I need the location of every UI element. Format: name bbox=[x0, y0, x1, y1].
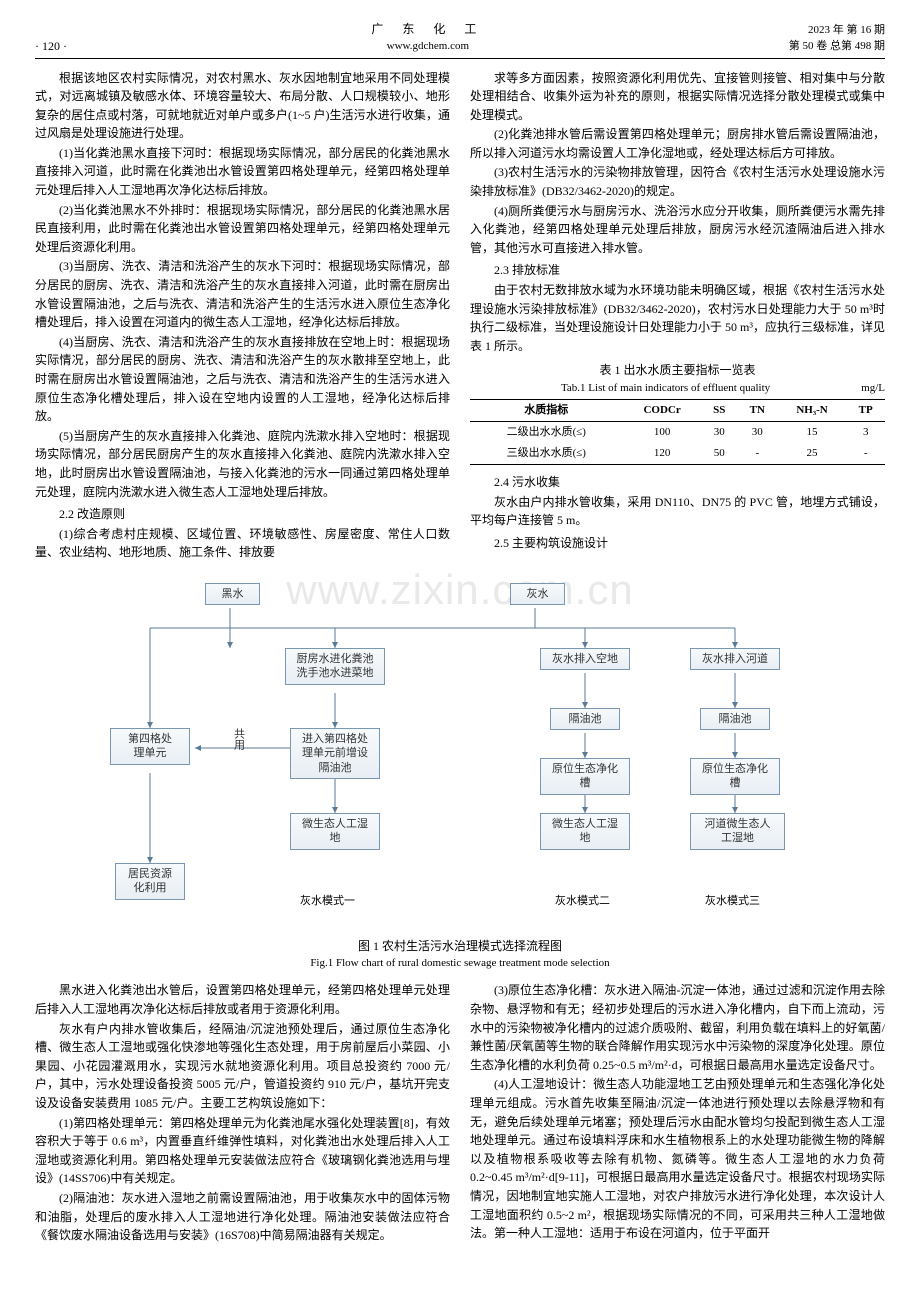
top-columns: 根据该地区农村实际情况，对农村黑水、灰水因地制宜地采用不同处理模式，对远离城镇及… bbox=[35, 69, 885, 563]
table-caption-en: Tab.1 List of main indicators of effluen… bbox=[470, 380, 861, 397]
table-header: TP bbox=[846, 400, 885, 422]
journal-block: 广 东 化 工 www.gdchem.com bbox=[67, 20, 789, 55]
section-title: 2.2 改造原则 bbox=[35, 505, 450, 524]
body-text: (2)隔油池：灰水进入湿地之前需设置隔油池，用于收集灰水中的固体污物和油脂，处理… bbox=[35, 1189, 450, 1245]
effluent-table: 水质指标 CODCr SS TN NH₃-N TP 二级出水水质(≤) 100 … bbox=[470, 399, 885, 465]
figure-1: www.zixin.com.cn bbox=[35, 573, 885, 972]
bottom-columns: 黑水进入化粪池出水管后，设置第四格处理单元，经第四格处理单元处理后排入人工湿地再… bbox=[35, 981, 885, 1245]
body-text: (4)厕所粪便污水与厨房污水、洗浴污水应分开收集，厕所粪便污水需先排入化粪池，经… bbox=[470, 202, 885, 258]
node-ash-open: 灰水排入空地 bbox=[540, 648, 630, 670]
label-mode-3: 灰水模式三 bbox=[705, 893, 760, 910]
table-caption: 表 1 出水水质主要指标一览表 bbox=[470, 361, 885, 380]
page-header: · 120 · 广 东 化 工 www.gdchem.com 2023 年 第 … bbox=[35, 20, 885, 59]
body-text: (5)当厨房产生的灰水直接排入化粪池、庭院内洗漱水排入空地时：根据现场实际情况，… bbox=[35, 427, 450, 501]
label-mode-1: 灰水模式一 bbox=[300, 893, 355, 910]
node-oil-tank-2: 隔油池 bbox=[700, 708, 770, 730]
body-text: (3)当厨房、洗衣、清洁和洗浴产生的灰水下河时：根据现场实际情况，部分居民的厨房… bbox=[35, 257, 450, 331]
node-river-micro: 河道微生态人 工湿地 bbox=[690, 813, 785, 850]
journal-name: 广 东 化 工 bbox=[67, 20, 789, 38]
table-header: CODCr bbox=[623, 400, 702, 422]
section-title: 2.4 污水收集 bbox=[470, 473, 885, 492]
node-kitchen-septic: 厨房水进化粪池 洗手池水进菜地 bbox=[285, 648, 385, 685]
flowchart-canvas: www.zixin.com.cn bbox=[35, 573, 885, 933]
node-insitu-2: 原位生态净化 槽 bbox=[690, 758, 780, 795]
table-header: NH₃-N bbox=[778, 400, 847, 422]
node-insitu-1: 原位生态净化 槽 bbox=[540, 758, 630, 795]
page-number: · 120 · bbox=[35, 37, 67, 55]
vol-issue: 第 50 卷 总第 498 期 bbox=[789, 38, 885, 55]
bottom-left-column: 黑水进入化粪池出水管后，设置第四格处理单元，经第四格处理单元处理后排入人工湿地再… bbox=[35, 981, 450, 1245]
table-row: 三级出水水质(≤) 120 50 - 25 - bbox=[470, 443, 885, 465]
left-column: 根据该地区农村实际情况，对农村黑水、灰水因地制宜地采用不同处理模式，对远离城镇及… bbox=[35, 69, 450, 563]
node-oil-tank-1: 隔油池 bbox=[550, 708, 620, 730]
body-text: (3)农村生活污水的污染物排放管理，因符合《农村生活污水处理设施水污染排放标准》… bbox=[470, 163, 885, 200]
node-residential: 居民资源 化利用 bbox=[115, 863, 185, 900]
body-text: 求等多方面因素，按照资源化利用优先、宜接管则接管、相对集中与分散处理相结合、收集… bbox=[470, 69, 885, 125]
body-text: (4)当厨房、洗衣、清洁和洗浴产生的灰水直接排放在空地上时：根据现场实际情况，部… bbox=[35, 333, 450, 426]
issue-block: 2023 年 第 16 期 第 50 卷 总第 498 期 bbox=[789, 22, 885, 55]
table-unit: mg/L bbox=[861, 380, 885, 397]
node-fourth-unit: 第四格处 理单元 bbox=[110, 728, 190, 765]
figure-caption-en: Fig.1 Flow chart of rural domestic sewag… bbox=[35, 955, 885, 972]
figure-caption: 图 1 农村生活污水治理模式选择流程图 bbox=[35, 937, 885, 955]
table-header: 水质指标 bbox=[470, 400, 623, 422]
node-to-fourth: 进入第四格处 理单元前增设 隔油池 bbox=[290, 728, 380, 779]
body-text: 黑水进入化粪池出水管后，设置第四格处理单元，经第四格处理单元处理后排入人工湿地再… bbox=[35, 981, 450, 1018]
node-black-water: 黑水 bbox=[205, 583, 260, 605]
body-text: (1)当化粪池黑水直接下河时：根据现场实际情况，部分居民的化粪池黑水直接排入河道… bbox=[35, 144, 450, 200]
body-text: (1)第四格处理单元：第四格处理单元为化粪池尾水强化处理装置[8]，有效容积大于… bbox=[35, 1114, 450, 1188]
body-text: 灰水由户内排水管收集，采用 DN110、DN75 的 PVC 管，地埋方式铺设，… bbox=[470, 493, 885, 530]
table-header: SS bbox=[702, 400, 737, 422]
body-text: (2)当化粪池黑水不外排时：根据现场实际情况，部分居民的化粪池黑水居民直接利用，… bbox=[35, 201, 450, 257]
node-ash-water: 灰水 bbox=[510, 583, 565, 605]
label-shared: 共用 bbox=[230, 728, 247, 750]
table-header: TN bbox=[737, 400, 778, 422]
body-text: 由于农村无数排放水域为水环境功能未明确区域，根据《农村生活污水处理设施水污染排放… bbox=[470, 281, 885, 355]
body-text: (4)人工湿地设计：微生态人功能湿地工艺由预处理单元和生态强化净化处理单元组成。… bbox=[470, 1075, 885, 1242]
body-text: (1)综合考虑村庄规模、区域位置、环境敏感性、房屋密度、常住人口数量、农业结构、… bbox=[35, 525, 450, 562]
node-micro-2: 微生态人工湿 地 bbox=[540, 813, 630, 850]
section-title: 2.5 主要构筑设施设计 bbox=[470, 534, 885, 553]
body-text: (3)原位生态净化槽：灰水进入隔油-沉淀一体池，通过过滤和沉淀作用去除杂物、悬浮… bbox=[470, 981, 885, 1074]
body-text: 根据该地区农村实际情况，对农村黑水、灰水因地制宜地采用不同处理模式，对远离城镇及… bbox=[35, 69, 450, 143]
year-issue: 2023 年 第 16 期 bbox=[789, 22, 885, 39]
label-mode-2: 灰水模式二 bbox=[555, 893, 610, 910]
section-title: 2.3 排放标准 bbox=[470, 261, 885, 280]
node-micro-1: 微生态人工湿 地 bbox=[290, 813, 380, 850]
node-ash-river: 灰水排入河道 bbox=[690, 648, 780, 670]
table-row: 二级出水水质(≤) 100 30 30 15 3 bbox=[470, 422, 885, 444]
body-text: 灰水有户内排水管收集后，经隔油/沉淀池预处理后，通过原位生态净化槽、微生态人工湿… bbox=[35, 1020, 450, 1113]
journal-website: www.gdchem.com bbox=[67, 38, 789, 55]
body-text: (2)化粪池排水管后需设置第四格处理单元；厨房排水管后需设置隔油池，所以排入河道… bbox=[470, 125, 885, 162]
right-column: 求等多方面因素，按照资源化利用优先、宜接管则接管、相对集中与分散处理相结合、收集… bbox=[470, 69, 885, 563]
bottom-right-column: (3)原位生态净化槽：灰水进入隔油-沉淀一体池，通过过滤和沉淀作用去除杂物、悬浮… bbox=[470, 981, 885, 1245]
